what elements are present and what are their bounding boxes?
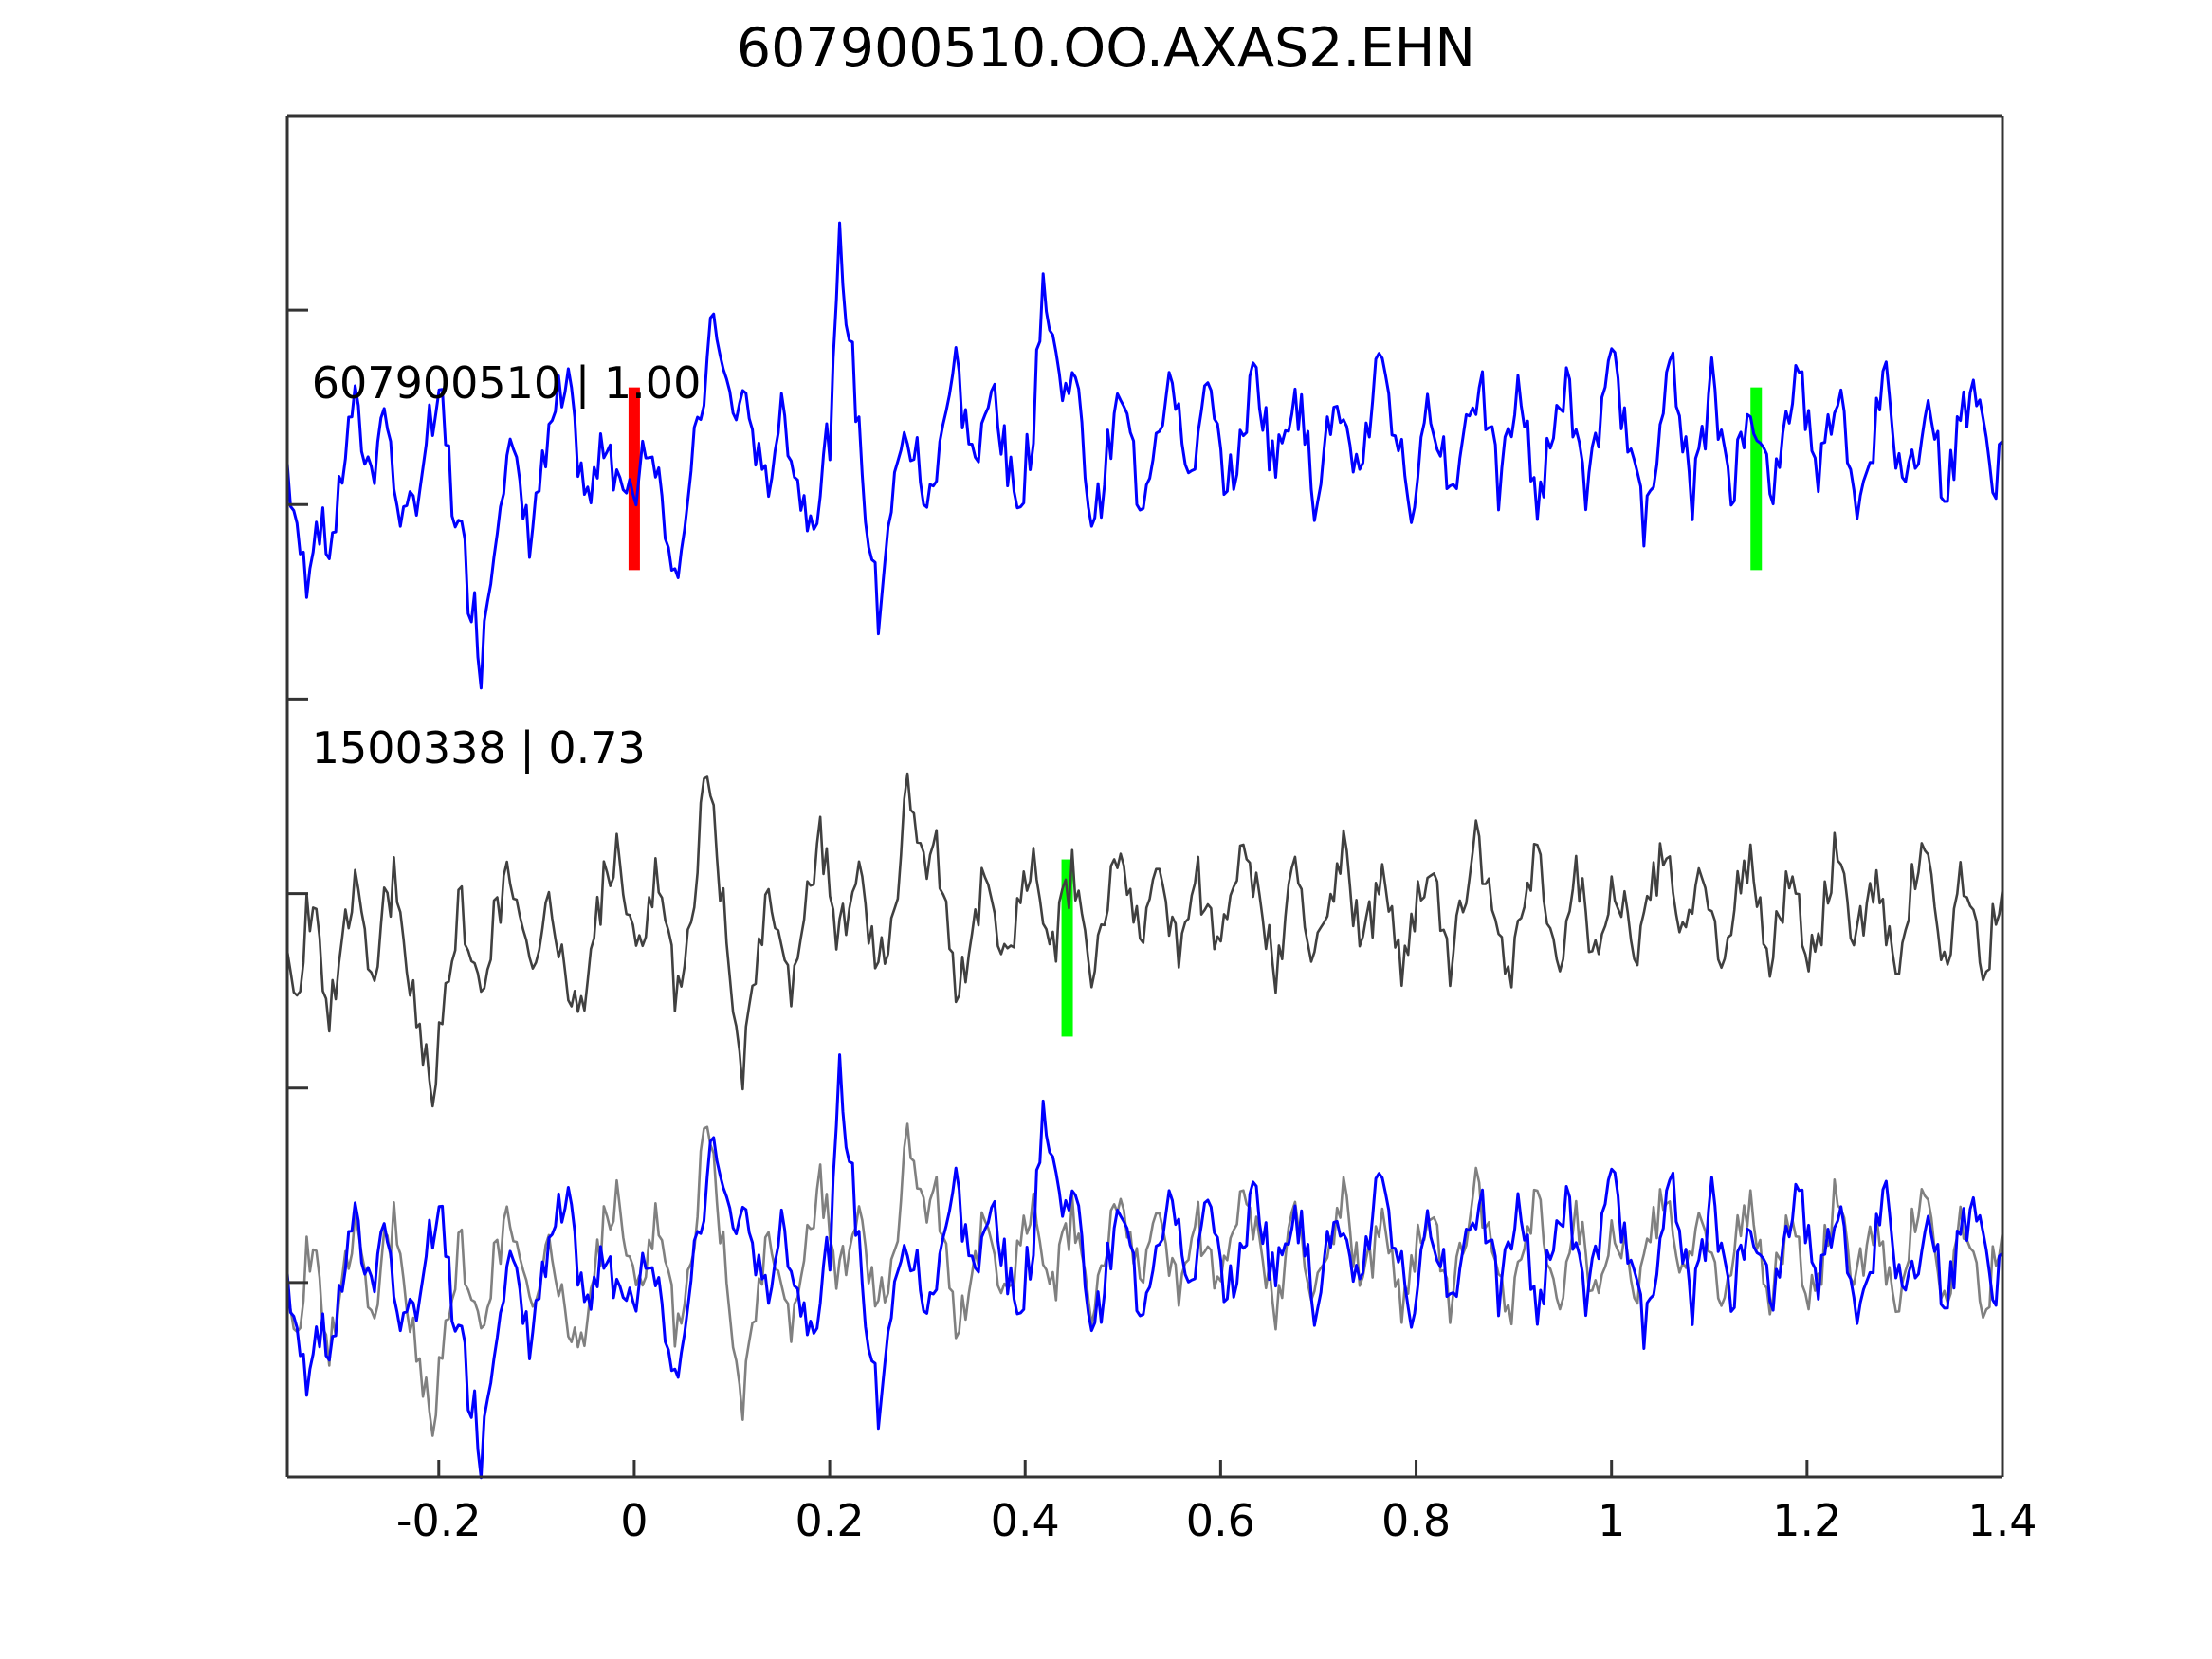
- page-title: 607900510.OO.AXAS2.EHN: [736, 17, 1476, 80]
- waveform-trace-607900510: [285, 1053, 2004, 1480]
- x-tick-label: 0: [620, 1495, 648, 1546]
- x-tick-label: 1.4: [1967, 1495, 2037, 1546]
- axis-tick-labels: -0.2 0 0.2 0.4 0.6 0.8 1 1.2 1.4: [396, 1495, 2038, 1546]
- x-tick-label: 0.6: [1186, 1495, 1255, 1546]
- marker-pick-green: [1750, 387, 1763, 571]
- waveform-trace-607900510: [285, 221, 2004, 690]
- plot-axes: [285, 114, 2004, 1479]
- trace-labels: 607900510 | 1.00 1500338 | 0.73: [312, 357, 702, 775]
- trace-label-1: 1500338 | 0.73: [312, 722, 646, 775]
- x-tick-label: 0.2: [795, 1495, 865, 1546]
- waveform-panels: [285, 221, 2004, 1480]
- marker-pick-red: [628, 387, 640, 571]
- x-tick-label: 1.2: [1772, 1495, 1841, 1546]
- waveform-trace-1500338: [285, 772, 2004, 1108]
- x-tick-label: -0.2: [396, 1495, 482, 1546]
- x-tick-label: 0.4: [991, 1495, 1060, 1546]
- waveform-panel-2: [285, 1053, 2004, 1480]
- x-tick-label: 0.8: [1381, 1495, 1451, 1546]
- trace-label-0: 607900510 | 1.00: [312, 357, 702, 410]
- waveform-trace-1500338: [285, 1122, 2004, 1437]
- waveform-panel-0: [285, 221, 2004, 690]
- waveform-panel-1: [285, 772, 2004, 1108]
- x-tick-label: 1: [1598, 1495, 1625, 1546]
